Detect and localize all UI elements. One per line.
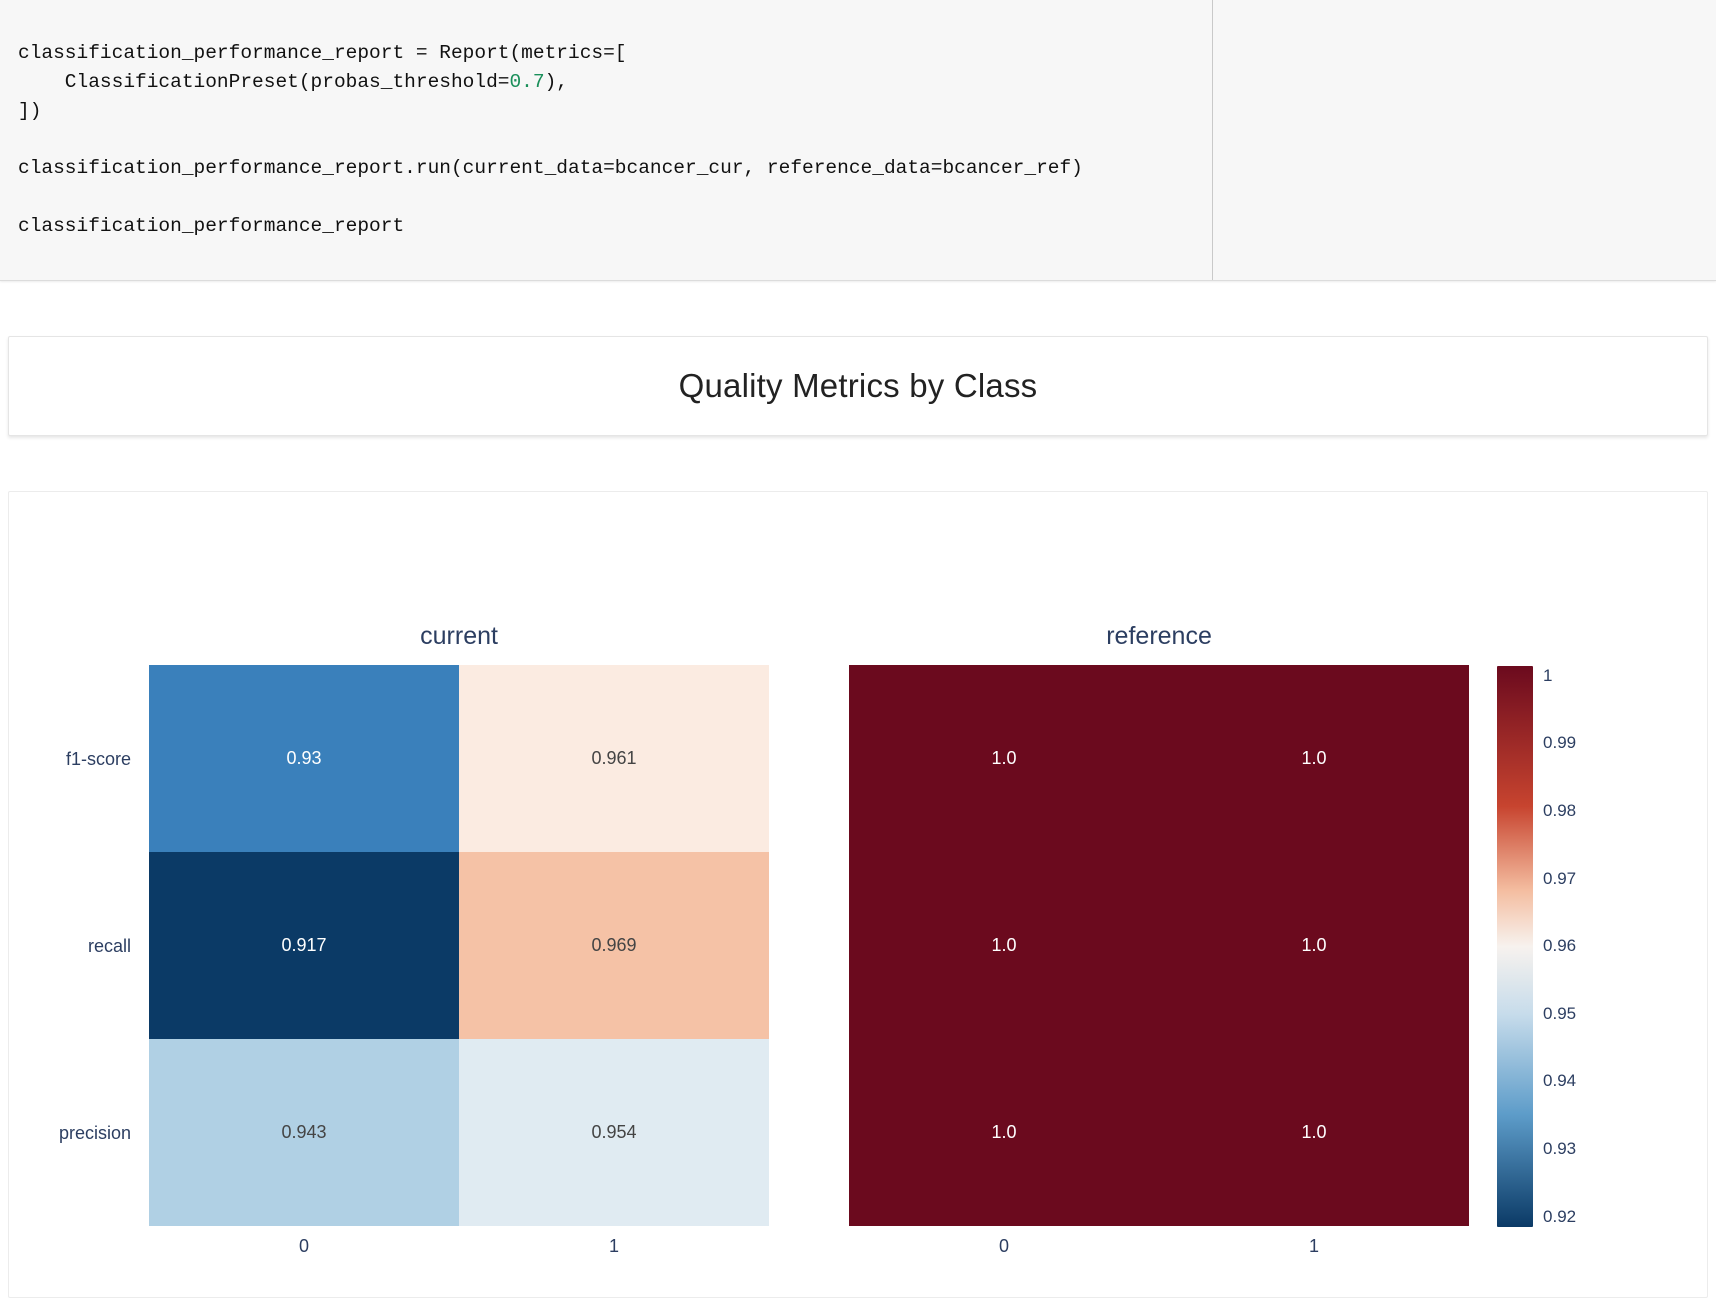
heatmap-cell[interactable]: 1.0 xyxy=(849,665,1159,852)
heatmap-panel-reference: reference 1.01.01.01.01.01.0 01 xyxy=(849,622,1469,1257)
section-title: Quality Metrics by Class xyxy=(19,367,1697,405)
code-line: ClassificationPreset(probas_threshold= xyxy=(18,71,509,93)
colorbar-tick: 0.98 xyxy=(1543,801,1576,821)
heatmap-x-labels: 01 xyxy=(149,1236,769,1257)
heatmap-cell[interactable]: 1.0 xyxy=(1159,665,1469,852)
heatmap-cell[interactable]: 0.917 xyxy=(149,852,459,1039)
heatmap-cell[interactable]: 1.0 xyxy=(1159,852,1469,1039)
section-title-card: Quality Metrics by Class xyxy=(8,336,1708,436)
heatmap-cell[interactable]: 0.954 xyxy=(459,1039,769,1226)
colorbar-tick: 0.92 xyxy=(1543,1207,1576,1227)
number-literal: 0.7 xyxy=(509,71,544,93)
colorbar-ticks: 1 0.99 0.98 0.97 0.96 0.95 0.94 0.93 0.92 xyxy=(1543,666,1576,1227)
heatmap-cell[interactable]: 0.961 xyxy=(459,665,769,852)
code-line: ), xyxy=(545,71,568,93)
colorbar-tick: 0.96 xyxy=(1543,936,1576,956)
heatmap-y-label: precision xyxy=(59,1123,131,1144)
heatmap-x-label: 1 xyxy=(1309,1236,1319,1257)
heatmap-x-labels: 01 xyxy=(849,1236,1469,1257)
heatmap-panel-current: current 0.930.9610.9170.9690.9430.954 01 xyxy=(149,622,769,1257)
colorbar-gradient xyxy=(1497,666,1533,1227)
heatmap-cell[interactable]: 0.943 xyxy=(149,1039,459,1226)
heatmap-y-label: recall xyxy=(59,936,131,957)
colorbar[interactable]: 1 0.99 0.98 0.97 0.96 0.95 0.94 0.93 0.92 xyxy=(1497,666,1576,1227)
heatmap-x-label: 1 xyxy=(609,1236,619,1257)
heatmap-title: current xyxy=(420,622,498,651)
heatmap-x-label: 0 xyxy=(999,1236,1009,1257)
colorbar-tick: 0.94 xyxy=(1543,1071,1576,1091)
code-line: ]) xyxy=(18,100,41,122)
colorbar-tick: 0.93 xyxy=(1543,1139,1576,1159)
heatmap-card: f1-scorerecallprecision current 0.930.96… xyxy=(8,491,1708,1298)
code-line: classification_performance_report xyxy=(18,215,404,237)
heatmap-cell[interactable]: 1.0 xyxy=(849,852,1159,1039)
colorbar-tick: 0.99 xyxy=(1543,733,1576,753)
heatmap-cell[interactable]: 0.969 xyxy=(459,852,769,1039)
heatmap-cell[interactable]: 1.0 xyxy=(1159,1039,1469,1226)
heatmap-x-label: 0 xyxy=(299,1236,309,1257)
colorbar-tick: 0.97 xyxy=(1543,869,1576,889)
heatmap-grid[interactable]: 1.01.01.01.01.01.0 xyxy=(849,665,1469,1226)
heatmap-cell[interactable]: 1.0 xyxy=(849,1039,1159,1226)
code-line: classification_performance_report = Repo… xyxy=(18,42,627,64)
heatmap-y-labels: f1-score recall precision xyxy=(59,666,149,1227)
heatmap-cell[interactable]: 0.93 xyxy=(149,665,459,852)
code-line: classification_performance_report.run(cu… xyxy=(18,157,1083,179)
colorbar-tick: 0.95 xyxy=(1543,1004,1576,1024)
heatmap-row: f1-scorerecallprecision current 0.930.96… xyxy=(9,622,1707,1257)
colorbar-tick: 1 xyxy=(1543,666,1576,686)
heatmap-grid[interactable]: 0.930.9610.9170.9690.9430.954 xyxy=(149,665,769,1226)
code-vertical-divider xyxy=(1212,0,1213,280)
code-cell: classification_performance_report = Repo… xyxy=(0,0,1716,281)
heatmap-title: reference xyxy=(1106,622,1212,651)
heatmap-y-label: f1-score xyxy=(59,749,131,770)
